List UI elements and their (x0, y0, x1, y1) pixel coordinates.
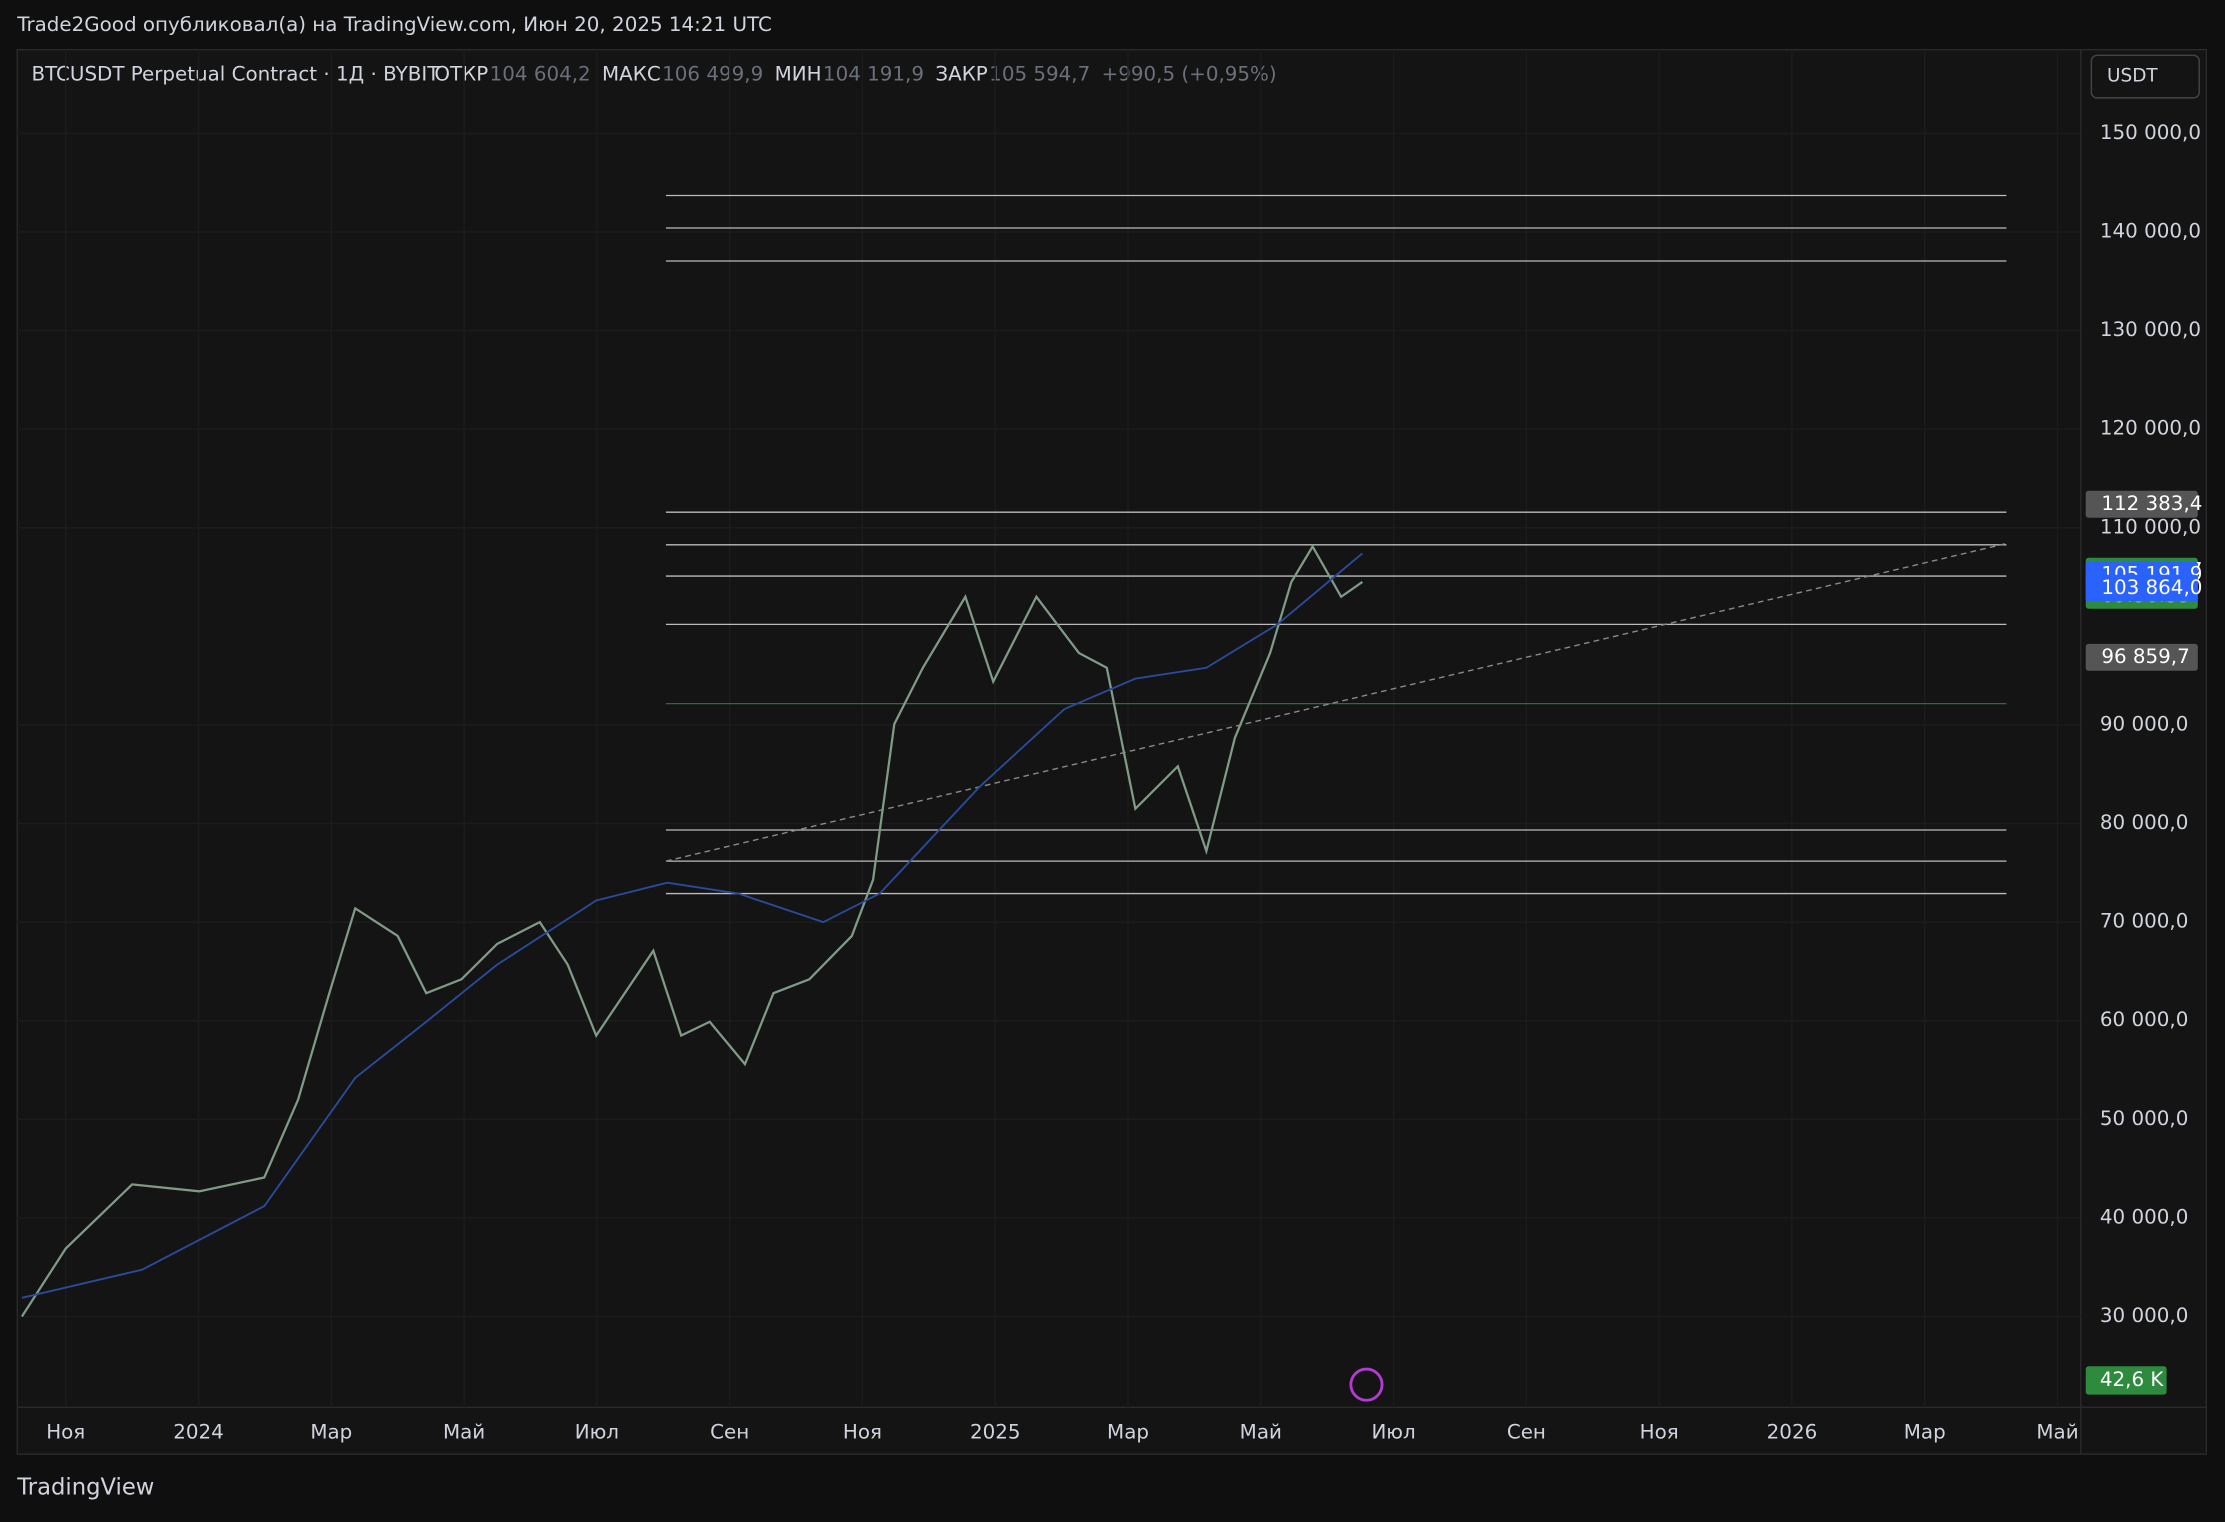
y-tick-label: 80 000,0 (2100, 811, 2188, 834)
price-label-bg (2085, 643, 2198, 671)
x-tick-label: Мар (1904, 1420, 1946, 1443)
ohlc-label: ОТКР (434, 63, 488, 86)
price-label: 96 859,7 (2101, 645, 2189, 668)
footer-logo: TradingView (16, 1475, 154, 1501)
ohlc-label: ЗАКР (935, 63, 987, 86)
x-tick-label: Июл (575, 1420, 619, 1443)
series-line (20, 544, 1364, 1318)
x-tick-label: Мар (310, 1420, 352, 1443)
change: +990,5 (+0,95%) (1102, 63, 1277, 86)
x-tick-label: 2026 (1767, 1420, 1818, 1443)
flash-icon[interactable] (1349, 1367, 1384, 1402)
symbol: BTCUSDT Perpetual Contract · 1Д · BYBIT (31, 63, 440, 86)
y-tick-label: 90 000,0 (2100, 712, 2188, 735)
y-tick-label: 110 000,0 (2100, 515, 2201, 538)
y-tick-label: 60 000,0 (2100, 1008, 2188, 1031)
ohlc-label: МАКС (602, 63, 661, 86)
price-label-bg (2085, 574, 2198, 602)
y-tick-label: 150 000,0 (2100, 121, 2201, 144)
x-tick-label: Май (1240, 1420, 1282, 1443)
x-tick-label: 2025 (970, 1420, 1021, 1443)
x-tick-label: Ноя (1640, 1420, 1679, 1443)
y-tick-label: 70 000,0 (2100, 910, 2188, 933)
ohlc-value: 104 191,9 (823, 63, 924, 86)
x-tick-label: Мар (1107, 1420, 1149, 1443)
series-line (21, 552, 1363, 1299)
currency[interactable]: USDT (2107, 66, 2158, 87)
x-tick-label: Ноя (46, 1420, 85, 1443)
ohlc-label: МИН (775, 63, 822, 86)
price-label-bg (2085, 490, 2198, 518)
y-tick-label: 140 000,0 (2100, 219, 2201, 242)
y-tick-label: 130 000,0 (2100, 318, 2201, 341)
currency-button[interactable] (2090, 54, 2200, 99)
x-tick-label: Май (2036, 1420, 2078, 1443)
y-tick-label: 120 000,0 (2100, 417, 2201, 440)
volume-label-bg (2085, 1366, 2167, 1395)
x-tick-label: 2024 (173, 1420, 224, 1443)
x-tick-label: Сен (710, 1420, 749, 1443)
trendline (665, 542, 2007, 862)
volume-label: 42,6 K (2100, 1368, 2165, 1391)
y-tick-label: 50 000,0 (2100, 1107, 2188, 1130)
x-tick-label: Ноя (843, 1420, 882, 1443)
y-tick-label: 30 000,0 (2100, 1304, 2188, 1327)
ohlc-value: 106 499,9 (662, 63, 763, 86)
price-label: 112 383,4 (2101, 492, 2202, 515)
price-label: 103 864,0 (2101, 576, 2202, 599)
header-title: Trade2Good опубликовал(а) на TradingView… (16, 13, 772, 36)
x-tick-label: Июл (1371, 1420, 1415, 1443)
ohlc-value: 104 604,2 (490, 63, 591, 86)
y-tick-label: 40 000,0 (2100, 1205, 2188, 1228)
x-tick-label: Май (443, 1420, 485, 1443)
plot-frame (16, 48, 2208, 1455)
x-tick-label: Сен (1507, 1420, 1546, 1443)
ohlc-value: 105 594,7 (989, 63, 1090, 86)
